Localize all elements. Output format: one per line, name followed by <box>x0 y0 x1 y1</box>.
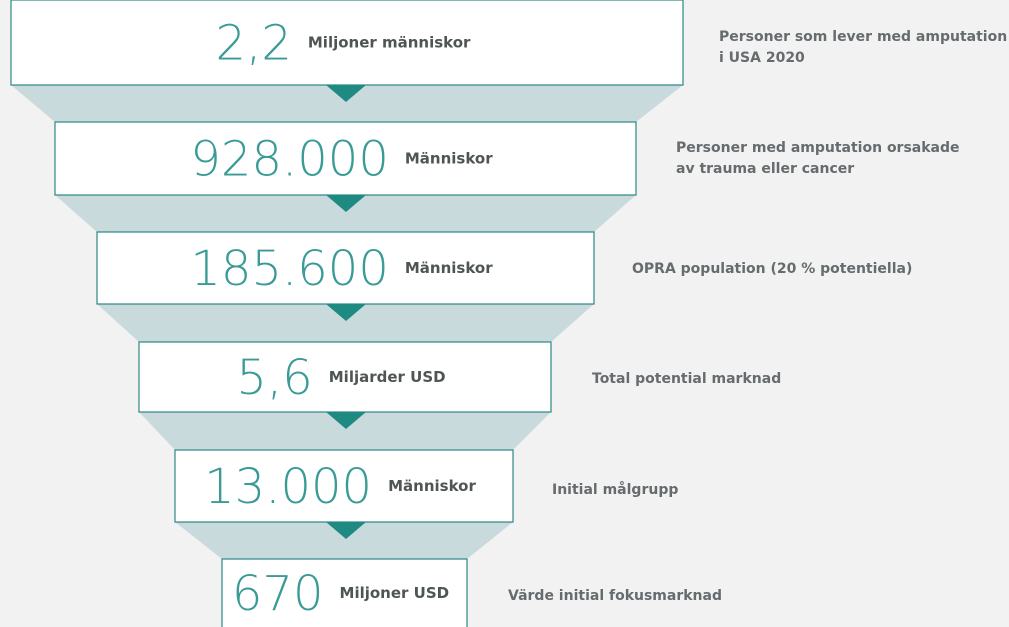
funnel-box <box>138 341 552 413</box>
description: Personer som lever med amputation <box>719 29 1007 45</box>
value-number: 2,2 <box>216 16 292 72</box>
value-number: 670 <box>232 566 324 622</box>
description: Total potential marknad <box>592 371 781 387</box>
value-label: 185.600 Människor <box>190 241 493 297</box>
funnel-connector <box>97 304 594 342</box>
value-label: 2,2 Miljoner människor <box>216 16 472 72</box>
description: Värde initial fokusmarknad <box>508 588 722 604</box>
description: i USA 2020 <box>719 50 805 66</box>
funnel-box <box>54 121 637 196</box>
arrow-down <box>326 522 366 539</box>
arrow-down <box>326 195 366 212</box>
value-unit: Människor <box>405 150 493 168</box>
funnel-connector <box>11 85 683 122</box>
value-label: 928.000 Människor <box>190 132 493 188</box>
description: Initial målgrupp <box>552 481 678 498</box>
value-number: 928.000 <box>190 132 389 188</box>
funnel-box <box>10 0 684 86</box>
description: av trauma eller cancer <box>676 161 854 177</box>
value-number: 185.600 <box>190 241 389 297</box>
funnel-connector <box>139 412 551 450</box>
value-label: 5,6 Miljarder USD <box>236 350 445 406</box>
value-label: 13.000 Människor <box>204 459 476 515</box>
description: Personer med amputation orsakade <box>676 140 960 156</box>
funnel-connector <box>175 522 513 559</box>
value-number: 13.000 <box>204 459 372 515</box>
value-unit: Människor <box>405 259 493 277</box>
funnel-box <box>221 558 468 627</box>
value-unit: Människor <box>388 477 476 495</box>
value-unit: Miljarder USD <box>329 368 446 386</box>
arrow-down <box>326 304 366 321</box>
value-unit: Miljoner människor <box>308 34 471 52</box>
funnel-box <box>96 231 595 305</box>
arrow-down <box>326 85 366 102</box>
value-unit: Miljoner USD <box>340 584 450 602</box>
value-label: 670 Miljoner USD <box>232 566 449 622</box>
funnel-box <box>174 449 514 523</box>
value-number: 5,6 <box>236 350 312 406</box>
description: OPRA population (20 % potentiella) <box>632 261 912 277</box>
funnel-connector <box>55 195 636 232</box>
arrow-down <box>326 412 366 429</box>
